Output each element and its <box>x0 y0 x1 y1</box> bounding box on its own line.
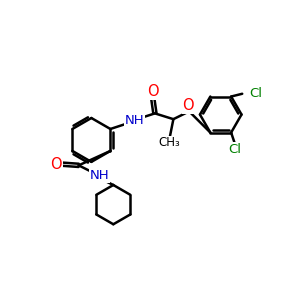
Text: O: O <box>147 84 158 99</box>
Text: CH₃: CH₃ <box>158 136 180 149</box>
Text: NH: NH <box>90 169 109 182</box>
Text: NH: NH <box>124 114 144 127</box>
Text: Cl: Cl <box>228 143 241 156</box>
Text: Cl: Cl <box>249 87 262 100</box>
Text: O: O <box>183 98 194 113</box>
Text: O: O <box>50 157 62 172</box>
